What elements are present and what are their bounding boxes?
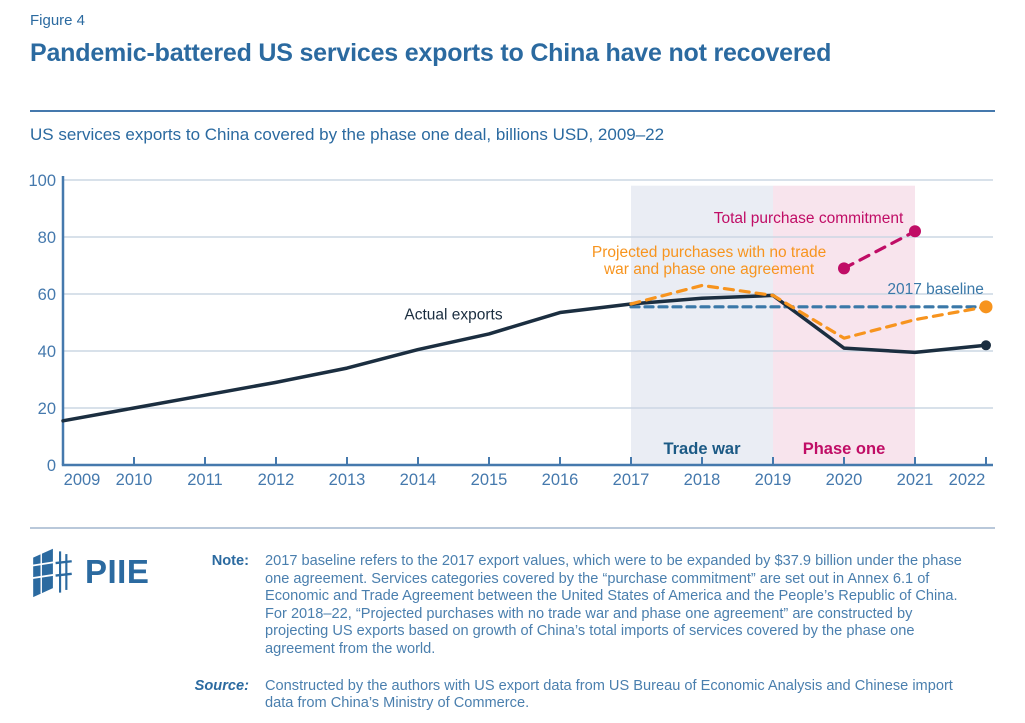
series-line — [61, 293, 988, 423]
y-tick-label-60: 60 — [38, 286, 56, 304]
series-endpoint-dot — [838, 262, 850, 275]
x-tick-label-2020: 2020 — [826, 471, 863, 489]
x-tick-label-2009: 2009 — [64, 471, 101, 489]
line-chart: 0 20 40 60 80 100 2009 2010 2011 2012 2013 2014 2015… — [0, 158, 1025, 508]
series-line — [629, 283, 988, 340]
x-tick-label-2014: 2014 — [400, 471, 437, 489]
figure-label: Figure 4 — [30, 12, 86, 29]
series-endpoint-dot — [979, 300, 993, 314]
series-endpoint-dot — [909, 225, 921, 238]
x-tick-label-2021: 2021 — [897, 471, 934, 489]
y-tick-label-40: 40 — [38, 343, 56, 361]
series-endpoint-dot — [981, 340, 991, 351]
series-line — [842, 229, 917, 270]
band-trade-war — [631, 185, 773, 465]
x-tick-label-2013: 2013 — [329, 471, 366, 489]
y-tick-label-100: 100 — [28, 172, 56, 190]
header-rule — [30, 110, 995, 112]
band-label-phase-one: Phase one — [803, 440, 886, 458]
annotation-projected-purchases-with-no-trade: Projected purchases with no trade war and… — [592, 244, 826, 278]
x-tick-label-2010: 2010 — [116, 471, 153, 489]
x-tick-label-2022: 2022 — [949, 471, 986, 489]
source-row: Source: Constructed by the authors with … — [30, 678, 975, 713]
band-label-trade-war: Trade war — [663, 440, 741, 458]
chart-subtitle: US services exports to China covered by … — [30, 125, 665, 144]
piie-logo-text: PIIE — [85, 553, 150, 590]
footnotes: Note: 2017 baseline refers to the 2017 e… — [30, 553, 975, 723]
x-tick-label-2016: 2016 — [542, 471, 579, 489]
y-tick-label-0: 0 — [47, 457, 56, 475]
annotation-actual-exports: Actual exports — [404, 307, 502, 324]
annotation-total-purchase-commitment: Total purchase commitment — [714, 210, 904, 227]
y-tick-label-20: 20 — [38, 400, 56, 418]
piie-logo: PIIE — [30, 546, 149, 598]
annotation-2017-baseline: 2017 baseline — [887, 281, 984, 298]
x-tick-label-2018: 2018 — [684, 471, 721, 489]
page-title: Pandemic-battered US services exports to… — [30, 39, 832, 67]
y-tick-label-80: 80 — [38, 229, 56, 247]
x-tick-label-2011: 2011 — [187, 471, 222, 489]
series-projected-purchases-with-no-trade-war-and- — [629, 283, 993, 340]
x-tick-label-2017: 2017 — [613, 471, 650, 489]
x-tick-label-2019: 2019 — [755, 471, 792, 489]
series-total-purchase-commitment — [838, 225, 921, 275]
piie-logo-icon — [31, 548, 72, 598]
source-text: Constructed by the authors with US expor… — [265, 677, 953, 712]
note-text: 2017 baseline refers to the 2017 export … — [265, 553, 962, 657]
chart-canvas: 0 20 40 60 80 100 2009 2010 2011 2012 2013 2014 2015… — [28, 172, 993, 489]
source-label: Source: — [194, 677, 249, 694]
x-tick-label-2015: 2015 — [471, 471, 508, 489]
series-actual-exports — [61, 293, 991, 423]
x-tick-label-2012: 2012 — [258, 471, 295, 489]
note-label: Note: — [211, 553, 249, 569]
footer-divider — [30, 527, 995, 529]
note-row: Note: 2017 baseline refers to the 2017 e… — [30, 553, 975, 659]
